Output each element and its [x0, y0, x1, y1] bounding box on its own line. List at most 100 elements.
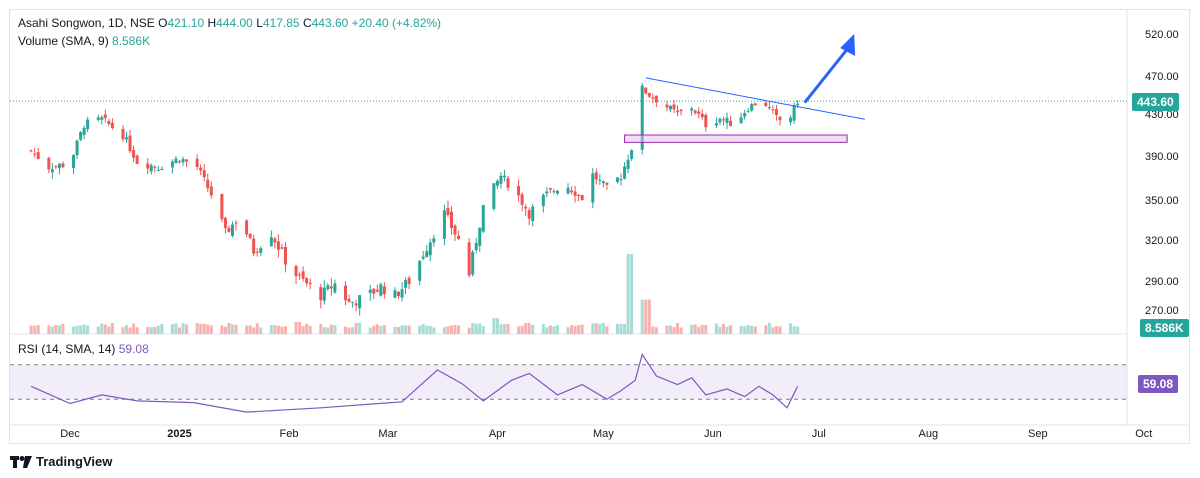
candle-body — [555, 190, 559, 194]
volume-bar — [721, 324, 725, 334]
candle-body — [739, 117, 743, 124]
volume-bar — [690, 324, 694, 334]
candle-body — [333, 283, 337, 293]
candle-body — [181, 159, 185, 163]
candle-body — [517, 185, 521, 196]
candle-body — [746, 110, 750, 112]
candle-body — [322, 287, 326, 301]
candle-body — [524, 206, 528, 209]
candle-body — [679, 109, 683, 111]
volume-bar — [86, 325, 90, 334]
candle-body — [72, 154, 76, 169]
volume-bar — [358, 322, 362, 334]
candle-body — [393, 290, 397, 298]
volume-bar — [29, 325, 33, 334]
candle-body — [605, 182, 609, 185]
volume-bar — [149, 327, 153, 334]
open-label: O — [158, 16, 168, 30]
volume-bar — [654, 327, 658, 334]
candle-body — [764, 102, 768, 106]
tradingview-logo-icon — [10, 455, 32, 468]
volume-bar — [524, 323, 528, 334]
candle-body — [298, 274, 302, 276]
candle-body — [506, 178, 510, 188]
candle-body — [453, 225, 457, 235]
volume-bar — [50, 327, 54, 334]
volume-bar — [223, 326, 227, 334]
rsi-line — [30, 353, 799, 413]
candle-body — [50, 169, 54, 173]
volume-bar — [259, 327, 263, 334]
open-value: 421.10 — [167, 16, 205, 30]
volume-bar — [605, 326, 609, 334]
volume-bar — [255, 323, 259, 334]
candle-body — [442, 210, 446, 239]
candle-body — [492, 183, 496, 209]
volume-bar — [407, 325, 411, 334]
candle-body — [651, 97, 655, 99]
volume-bar — [746, 324, 750, 334]
candle-body — [195, 158, 199, 168]
volume-bar — [61, 323, 65, 334]
volume-bar — [400, 325, 404, 334]
change-value: +20.40 (+4.82%) — [351, 16, 442, 30]
volume-bar — [495, 318, 499, 334]
price-tick-label: 350.00 — [1145, 195, 1179, 207]
volume-bar — [580, 324, 584, 334]
candle-body — [234, 222, 238, 224]
time-tick-label: Oct — [1135, 428, 1152, 440]
rsi-legend: RSI (14, SMA, 14) 59.08 — [18, 342, 149, 356]
volume-bar — [209, 325, 213, 334]
candle-body — [397, 291, 400, 296]
candle-body — [499, 175, 503, 184]
volume-bar — [301, 325, 305, 334]
volume-bar — [305, 323, 309, 334]
rsi-value: 59.08 — [118, 342, 149, 356]
candle-body — [495, 180, 499, 186]
candle-body — [283, 246, 287, 265]
volume-bar — [517, 326, 521, 334]
volume-bar — [594, 323, 598, 334]
candle-body — [668, 106, 672, 110]
volume-bar — [750, 325, 754, 334]
candle-body — [185, 159, 189, 162]
volume-bar — [379, 326, 383, 334]
candle-body — [125, 137, 129, 140]
time-tick-label: Jul — [812, 428, 826, 440]
candle-body — [630, 150, 634, 159]
tradingview-logo[interactable]: TradingView — [10, 454, 112, 469]
volume-bar — [502, 324, 506, 334]
candle-body — [672, 104, 676, 110]
candle-body — [718, 118, 722, 123]
candle-body — [308, 283, 312, 285]
projection-arrow-shaft — [803, 47, 850, 104]
volume-bar — [739, 326, 743, 334]
volume-bar — [644, 299, 648, 334]
candle-body — [478, 227, 482, 246]
candle-body — [326, 285, 330, 290]
support-zone-box — [624, 134, 848, 143]
volume-bar — [36, 325, 40, 334]
candle-body — [79, 132, 83, 140]
candle-body — [753, 103, 757, 106]
candle-body — [54, 166, 58, 168]
volume-bar — [718, 326, 722, 334]
volume-bar — [227, 322, 231, 334]
candle-body — [351, 301, 355, 303]
symbol-name: Asahi Songwon, 1D, NSE — [18, 16, 155, 30]
candle-body — [329, 286, 333, 289]
volume-bar — [234, 324, 238, 334]
candle-body — [149, 165, 153, 172]
volume-bar — [103, 324, 107, 334]
volume-bar — [499, 324, 503, 334]
volume-bar — [397, 327, 400, 334]
resistance-trendline — [645, 77, 865, 120]
candle-body — [729, 120, 733, 127]
candle-body — [545, 191, 549, 194]
candle-body — [220, 193, 224, 220]
volume-bar — [531, 324, 535, 334]
volume-bar — [273, 325, 277, 334]
volume-bar — [276, 325, 280, 334]
volume-bar — [382, 325, 386, 334]
